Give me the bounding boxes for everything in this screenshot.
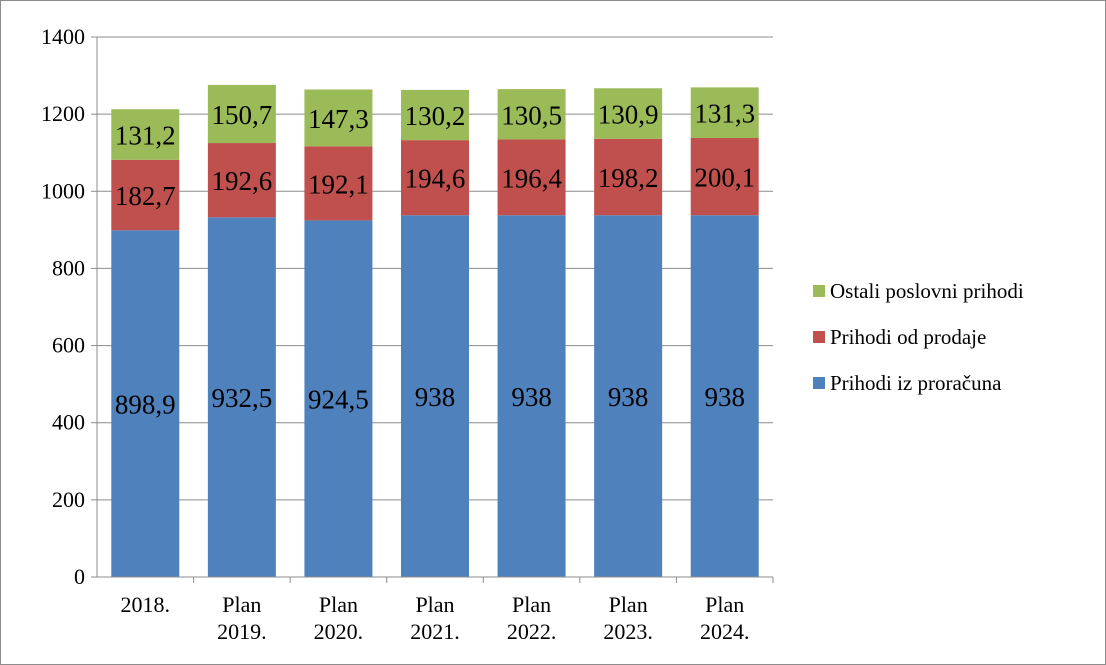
y-tick-label: 400	[52, 410, 85, 435]
data-label: 130,2	[405, 101, 466, 131]
bar-segment	[594, 215, 663, 577]
legend-swatch	[813, 285, 825, 297]
data-label: 932,5	[211, 383, 272, 413]
bar-segment	[304, 146, 373, 221]
bar-segment	[401, 89, 469, 141]
data-label: 131,3	[694, 99, 755, 129]
x-tick-label: Plan	[512, 592, 551, 617]
bar-segment	[304, 89, 373, 147]
data-label: 147,3	[308, 104, 369, 134]
x-tick-label: Plan	[415, 592, 454, 617]
bar-segment	[401, 215, 469, 577]
bar-segment	[304, 220, 373, 577]
data-label: 198,2	[598, 163, 659, 193]
x-tick-label: 2019.	[217, 619, 267, 644]
legend-label: Prihodi od prodaje	[830, 325, 986, 349]
bar-segment	[111, 230, 180, 577]
data-label: 192,1	[308, 169, 369, 199]
bar-segment	[690, 138, 759, 216]
data-label: 898,9	[115, 390, 176, 420]
data-label: 196,4	[501, 163, 562, 193]
data-label: 938	[608, 382, 649, 412]
data-label: 150,7	[211, 100, 272, 130]
legend: Ostali poslovni prihodi Prihodi od prodaj…	[813, 279, 1024, 395]
y-tick-label: 1200	[41, 101, 85, 126]
legend-swatch	[813, 377, 825, 389]
data-label: 182,7	[115, 181, 176, 211]
x-tick-label: 2024.	[700, 619, 750, 644]
x-tick-label: Plan	[609, 592, 648, 617]
bar-segment	[497, 139, 566, 216]
legend-label: Prihodi iz proračuna	[830, 371, 1002, 395]
x-tick-label: Plan	[319, 592, 358, 617]
bar-segment	[497, 215, 566, 577]
bar-segment	[401, 140, 469, 216]
data-label: 938	[415, 382, 456, 412]
legend-swatch	[813, 331, 825, 343]
y-tick-label: 600	[52, 333, 85, 358]
bar-segment	[207, 143, 276, 218]
data-label: 192,6	[211, 166, 272, 196]
data-label: 938	[704, 382, 745, 412]
data-label: 194,6	[405, 164, 466, 194]
data-label: 131,2	[115, 121, 176, 151]
y-tick-label: 1000	[41, 178, 85, 203]
bars	[111, 84, 759, 578]
x-tick-label: 2018.	[121, 592, 171, 617]
data-label: 938	[511, 382, 552, 412]
bar-segment	[207, 217, 276, 578]
bar-segment	[497, 89, 566, 140]
data-labels: 898,9 182,7 131,2 932,5 192,6 150,7 924,5 192,1…	[115, 99, 755, 420]
data-label: 924,5	[308, 385, 369, 415]
y-tick-label: 0	[74, 564, 85, 589]
bar-segment	[111, 109, 180, 160]
y-tick-label: 200	[52, 487, 85, 512]
bar-segment	[207, 84, 276, 144]
bar-segment	[690, 87, 759, 139]
x-tick-label: 2020.	[314, 619, 364, 644]
legend-label: Ostali poslovni prihodi	[830, 279, 1024, 303]
x-tick-label: 2021.	[410, 619, 460, 644]
bar-segment	[690, 215, 759, 577]
x-tick-label: 2023.	[603, 619, 653, 644]
bar-segment	[594, 138, 663, 216]
data-label: 130,5	[501, 100, 562, 130]
y-tick-label: 1400	[41, 24, 85, 49]
data-label: 200,1	[694, 163, 755, 193]
x-tick-label: Plan	[222, 592, 261, 617]
bar-segment	[594, 88, 663, 139]
bar-segment	[111, 159, 180, 231]
data-label: 130,9	[598, 100, 659, 130]
x-tick-label: 2022.	[507, 619, 557, 644]
x-tick-label: Plan	[705, 592, 744, 617]
y-tick-label: 800	[52, 255, 85, 280]
